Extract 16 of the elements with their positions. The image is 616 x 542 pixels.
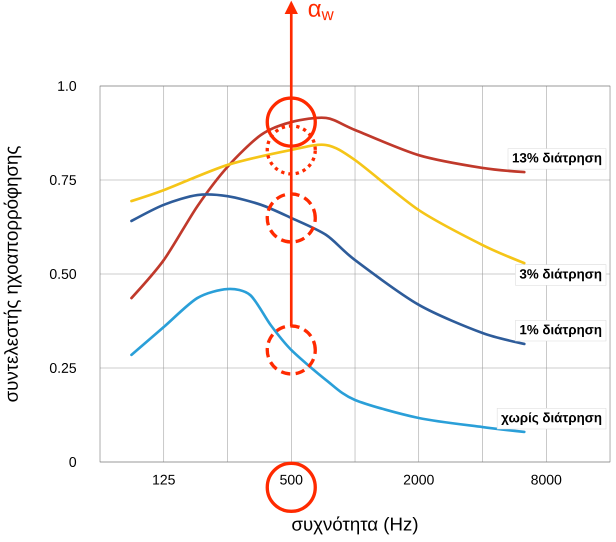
x-tick-label: 8000 — [531, 474, 562, 485]
y-tick-label: 0.25 — [50, 363, 76, 373]
x-axis-title: συχνότητα (Hz) — [292, 516, 418, 534]
series-label: 13% διάτρηση — [512, 152, 602, 166]
series-label: 3% διάτρηση — [520, 268, 602, 282]
y-axis-title: συντελεστής ηχοαπορρόφησης — [4, 146, 22, 402]
y-tick-label: 1.0 — [58, 81, 76, 91]
ref-line-label: α$_{w}$ — [308, 4, 334, 20]
y-tick-label: 0.75 — [50, 175, 76, 185]
x-tick-label: 500 — [280, 474, 302, 485]
series-label: χωρίς διάτρηση — [501, 412, 602, 425]
x-tick-label: 2000 — [404, 474, 434, 485]
series-label: 1% διάτρηση — [520, 324, 602, 337]
y-tick-label: 0 — [69, 457, 76, 467]
y-tick-label: 0.50 — [50, 269, 76, 279]
x-tick-label: 125 — [153, 474, 175, 485]
